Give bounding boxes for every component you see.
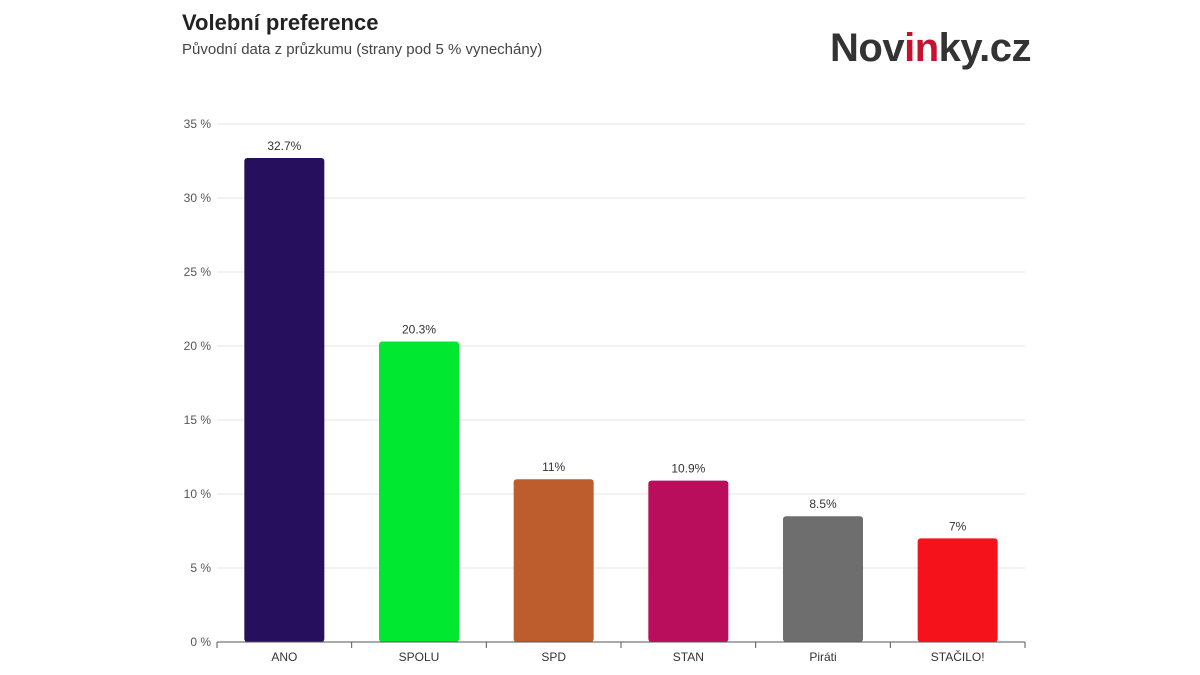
logo-part-in: in	[904, 26, 939, 70]
y-tick-label: 35 %	[184, 117, 212, 131]
bar	[648, 480, 729, 642]
data-label: 8.5%	[809, 497, 837, 511]
bar	[783, 516, 863, 642]
data-label: 7%	[949, 519, 967, 533]
y-tick-label: 15 %	[184, 413, 212, 427]
y-tick-label: 20 %	[184, 339, 212, 353]
bar	[379, 341, 459, 642]
data-label: 20.3%	[402, 323, 436, 337]
x-tick-label: ANO	[271, 650, 297, 664]
y-tick-label: 0 %	[190, 635, 211, 649]
chart-subtitle: Původní data z průzkumu (strany pod 5 % …	[182, 41, 543, 58]
x-tick-label: Piráti	[809, 650, 836, 664]
chart-title: Volební preference	[182, 10, 379, 35]
x-tick-label: STAČILO!	[931, 649, 985, 664]
x-tick-label: STAN	[673, 650, 704, 664]
x-tick-label: SPD	[541, 650, 566, 664]
bar	[917, 538, 998, 642]
bar	[513, 479, 594, 642]
y-tick-label: 10 %	[184, 487, 212, 501]
data-label: 10.9%	[671, 462, 705, 476]
logo-part-nov: Nov	[830, 26, 905, 70]
novinky-logo: Novinky.cz	[830, 26, 1032, 71]
y-tick-label: 30 %	[184, 191, 212, 205]
data-label: 11%	[542, 460, 565, 474]
bar	[244, 158, 325, 643]
logo-part-ky: ky.cz	[938, 26, 1032, 70]
y-tick-label: 25 %	[184, 265, 212, 279]
data-label: 32.7%	[267, 139, 301, 153]
x-tick-label: SPOLU	[399, 650, 440, 664]
y-tick-label: 5 %	[190, 561, 211, 575]
